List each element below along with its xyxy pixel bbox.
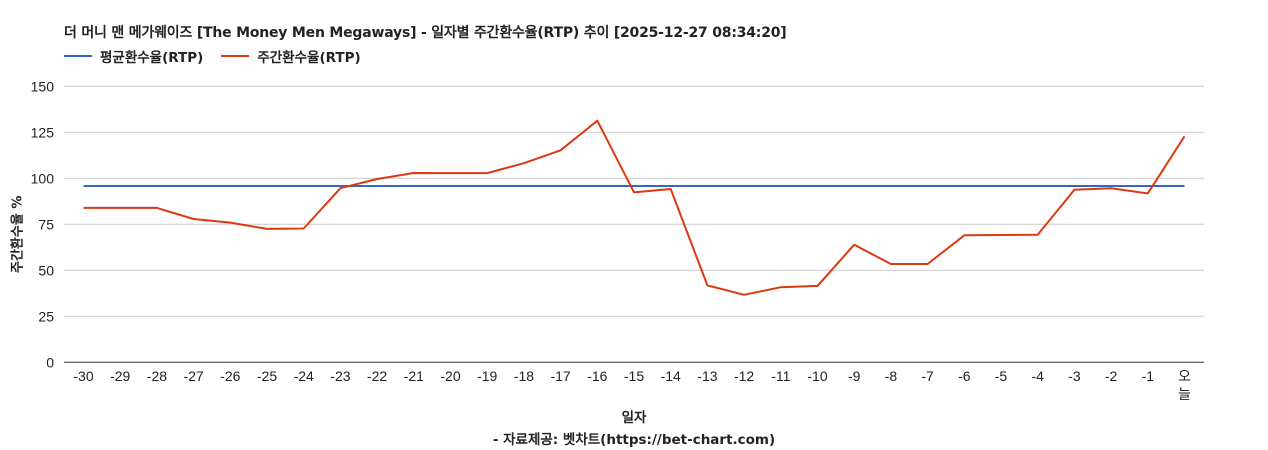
chart-title: 더 머니 맨 메가웨이즈 [The Money Men Megaways] - …	[64, 25, 787, 41]
x-tick-label: -1	[1142, 368, 1155, 384]
x-tick-label: -19	[477, 368, 497, 384]
x-tick-label: 늘	[1178, 387, 1191, 403]
x-tick-label: -15	[624, 368, 644, 384]
x-tick-label: -22	[367, 368, 387, 384]
legend-item-average[interactable]: 평균환수율(RTP)	[64, 46, 203, 66]
y-tick-label: 100	[31, 170, 55, 186]
x-tick-label: -21	[404, 368, 424, 384]
x-tick-label: -23	[330, 368, 350, 384]
series-lines	[83, 119, 1186, 296]
legend-label-weekly: 주간환수율(RTP)	[257, 50, 361, 66]
y-tick-label: 125	[31, 124, 55, 140]
x-tick-label: -28	[147, 368, 167, 384]
legend-item-weekly[interactable]: 주간환수율(RTP)	[221, 46, 361, 66]
x-tick-label: -16	[587, 368, 607, 384]
x-tick-label: -17	[550, 368, 570, 384]
legend-swatch-average	[64, 55, 92, 57]
x-tick-label: -8	[885, 368, 898, 384]
gridlines	[64, 85, 1204, 363]
x-tick-label: -29	[110, 368, 130, 384]
series-line-weekly[interactable]	[83, 119, 1186, 296]
y-tick-label: 75	[38, 216, 54, 232]
x-tick-label: -24	[294, 368, 314, 384]
x-tick-label: 오	[1178, 369, 1191, 385]
y-tick-label: 25	[38, 308, 54, 324]
x-tick-label: -14	[661, 368, 681, 384]
x-tick-label: -3	[1068, 368, 1081, 384]
x-tick-label: -2	[1105, 368, 1118, 384]
x-tick-label: -6	[958, 368, 971, 384]
x-tick-label: -13	[697, 368, 717, 384]
legend: 평균환수율(RTP) 주간환수율(RTP)	[64, 46, 379, 66]
y-tick-label: 50	[38, 262, 54, 278]
x-tick-label: -30	[73, 368, 93, 384]
x-tick-label: -11	[771, 368, 790, 384]
y-tick-label: 0	[46, 354, 54, 370]
x-tick-label: -26	[220, 368, 240, 384]
legend-label-average: 평균환수율(RTP)	[100, 50, 204, 66]
x-tick-label: -12	[734, 368, 754, 384]
x-tick-label: -20	[440, 368, 460, 384]
x-tick-label: -4	[1031, 368, 1044, 384]
x-tick-label: -5	[995, 368, 1008, 384]
legend-swatch-weekly	[221, 55, 250, 57]
x-tick-label: -10	[807, 368, 827, 384]
data-credit: - 자료제공: 벳차트(https://bet-chart.com)	[492, 432, 776, 448]
x-tick-label: -9	[848, 368, 861, 384]
x-tick-label: -27	[183, 368, 203, 384]
x-axis-ticks: -30 -29 -28 -27 -26 -25 -24 -23 -22 -21 -20 -19 -18-…	[73, 368, 1191, 403]
x-tick-label: -7	[921, 368, 934, 384]
y-axis-ticks: 0 25 50 75 100 125 150	[31, 78, 55, 370]
x-axis-title: 일자	[621, 410, 647, 426]
y-tick-label: 150	[31, 78, 55, 94]
x-tick-label: -18	[514, 368, 534, 384]
x-tick-label: -25	[257, 368, 277, 384]
